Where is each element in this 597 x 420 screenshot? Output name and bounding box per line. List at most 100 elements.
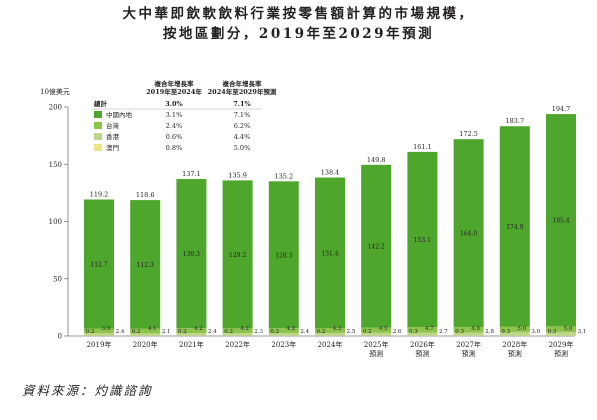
data-label-hongkong: 2.4 — [300, 329, 309, 335]
cagr-value-2019-2024: 0.8% — [166, 144, 183, 152]
cagr-value-2024-2029: 4.4% — [234, 133, 251, 141]
x-tick-label: 2019年 — [87, 340, 112, 349]
bar-segment — [268, 181, 299, 329]
data-label-total: 183.7 — [505, 117, 524, 125]
data-label-total: 135.2 — [274, 172, 293, 180]
bar-segment — [84, 328, 114, 334]
data-label-taiwan: 4.8 — [471, 326, 480, 332]
data-label-taiwan: 5.0 — [517, 326, 526, 332]
bar-segment — [546, 332, 576, 336]
bar-segment — [268, 333, 299, 336]
chart-title-line-2: 按地區劃分，2019年至2029年預測 — [162, 26, 435, 42]
x-tick-label: 2022年 — [225, 340, 250, 349]
bar-segment — [407, 327, 438, 333]
y-tick-label: 0 — [58, 333, 62, 341]
data-label-taiwan: 5.0 — [564, 326, 573, 332]
data-label-taiwan: 4.7 — [425, 326, 434, 332]
data-label-mainland: 128.3 — [275, 252, 292, 259]
data-label-hongkong: 3.1 — [578, 329, 587, 335]
bar-segment — [268, 328, 299, 334]
y-tick-label: 100 — [49, 218, 62, 226]
data-label-hongkong: 2.6 — [393, 329, 402, 335]
data-label-mainland: 174.9 — [506, 224, 523, 231]
chart-title-line-1: 大中華即飲軟飲料行業按零售額計算的市場規模， — [122, 6, 475, 22]
data-label-macau: 0.2 — [317, 329, 326, 335]
bar-segment — [176, 179, 207, 329]
data-label-hongkong: 3.0 — [531, 329, 540, 335]
data-label-taiwan: 4.2 — [286, 326, 295, 332]
bar-segment — [222, 180, 253, 329]
bar-segment — [453, 332, 484, 336]
data-label-total: 149.8 — [367, 156, 386, 164]
source-note: 資料來源：灼識諮詢 — [22, 383, 153, 398]
data-label-total: 138.4 — [321, 169, 340, 177]
data-label-macau: 0.3 — [455, 329, 464, 335]
bar-segment — [407, 151, 438, 328]
bar-segment — [315, 327, 345, 333]
data-label-macau: 0.2 — [224, 329, 233, 335]
x-tick-label: 2026年 — [410, 340, 435, 349]
bar-segment — [453, 139, 484, 327]
bar-segment — [176, 333, 207, 336]
data-label-macau: 0.3 — [409, 329, 418, 335]
y-tick-label: 150 — [49, 161, 62, 169]
cagr-value-2019-2024: 3.0% — [165, 100, 183, 108]
bar-segment — [84, 333, 114, 336]
x-tick-label: 2023年 — [271, 340, 296, 349]
data-label-mainland: 142.2 — [368, 244, 385, 251]
cagr-value-2024-2029: 5.0% — [234, 144, 251, 152]
x-tick-label: 預測 — [462, 349, 476, 358]
bar-segment — [315, 177, 345, 328]
data-label-macau: 0.3 — [548, 329, 557, 335]
data-label-mainland: 112.7 — [90, 262, 107, 269]
data-label-mainland: 112.3 — [137, 262, 154, 269]
data-label-hongkong: 2.5 — [347, 329, 356, 335]
cagr-value-2024-2029: 7.1% — [234, 111, 251, 119]
y-tick-label: 200 — [49, 104, 62, 112]
bar-segment — [130, 333, 161, 336]
bar-segment — [315, 332, 345, 336]
x-tick-label: 2021年 — [179, 340, 204, 349]
data-label-macau: 0.2 — [86, 329, 95, 335]
legend-label: 中國內地 — [106, 110, 133, 119]
x-tick-label: 2029年 — [549, 340, 574, 349]
bar-segment — [361, 332, 392, 336]
x-tick-label: 預測 — [369, 349, 383, 358]
cagr-header: 複合年增長率 — [154, 79, 195, 88]
x-tick-label: 2020年 — [133, 340, 158, 349]
bar-segment — [130, 328, 161, 334]
data-label-macau: 0.2 — [270, 329, 279, 335]
bar-segment — [361, 327, 392, 333]
cagr-value-2024-2029: 6.2% — [234, 122, 251, 130]
x-tick-label: 2025年 — [364, 340, 389, 349]
bar-segment — [130, 200, 161, 329]
data-label-taiwan: 4.2 — [194, 326, 203, 332]
data-label-total: 172.5 — [459, 130, 478, 138]
data-label-mainland: 131.4 — [321, 250, 338, 257]
legend-label: 澳門 — [106, 143, 119, 152]
data-label-mainland: 130.3 — [183, 251, 200, 258]
data-label-total: 119.2 — [90, 191, 109, 199]
data-label-hongkong: 2.8 — [485, 329, 494, 335]
data-label-mainland: 129.2 — [229, 252, 246, 259]
data-label-macau: 0.2 — [178, 329, 187, 335]
cagr-header: 2019年至2024年 — [146, 87, 202, 96]
cagr-value-2019-2024: 2.4% — [166, 122, 183, 130]
data-label-taiwan: 4.2 — [240, 326, 249, 332]
data-label-total: 118.6 — [136, 191, 155, 199]
legend-label: 香港 — [106, 132, 120, 141]
bar-segment — [499, 326, 530, 333]
bar-segment — [222, 333, 253, 336]
x-tick-label: 預測 — [508, 349, 522, 358]
legend-swatch — [94, 133, 102, 140]
cagr-header: 複合年增長率 — [222, 79, 263, 88]
y-tick-label: 50 — [53, 275, 62, 283]
data-label-hongkong: 2.1 — [162, 329, 171, 335]
chart-title: 大中華即飲軟飲料行業按零售額計算的市場規模， 按地區劃分，2019年至2029年… — [0, 4, 597, 44]
legend-swatch — [94, 144, 102, 151]
cagr-value-2019-2024: 3.1% — [166, 111, 183, 119]
cagr-value-2019-2024: 0.6% — [166, 133, 183, 141]
x-tick-label: 2027年 — [456, 340, 481, 349]
bar-segment — [499, 126, 530, 327]
